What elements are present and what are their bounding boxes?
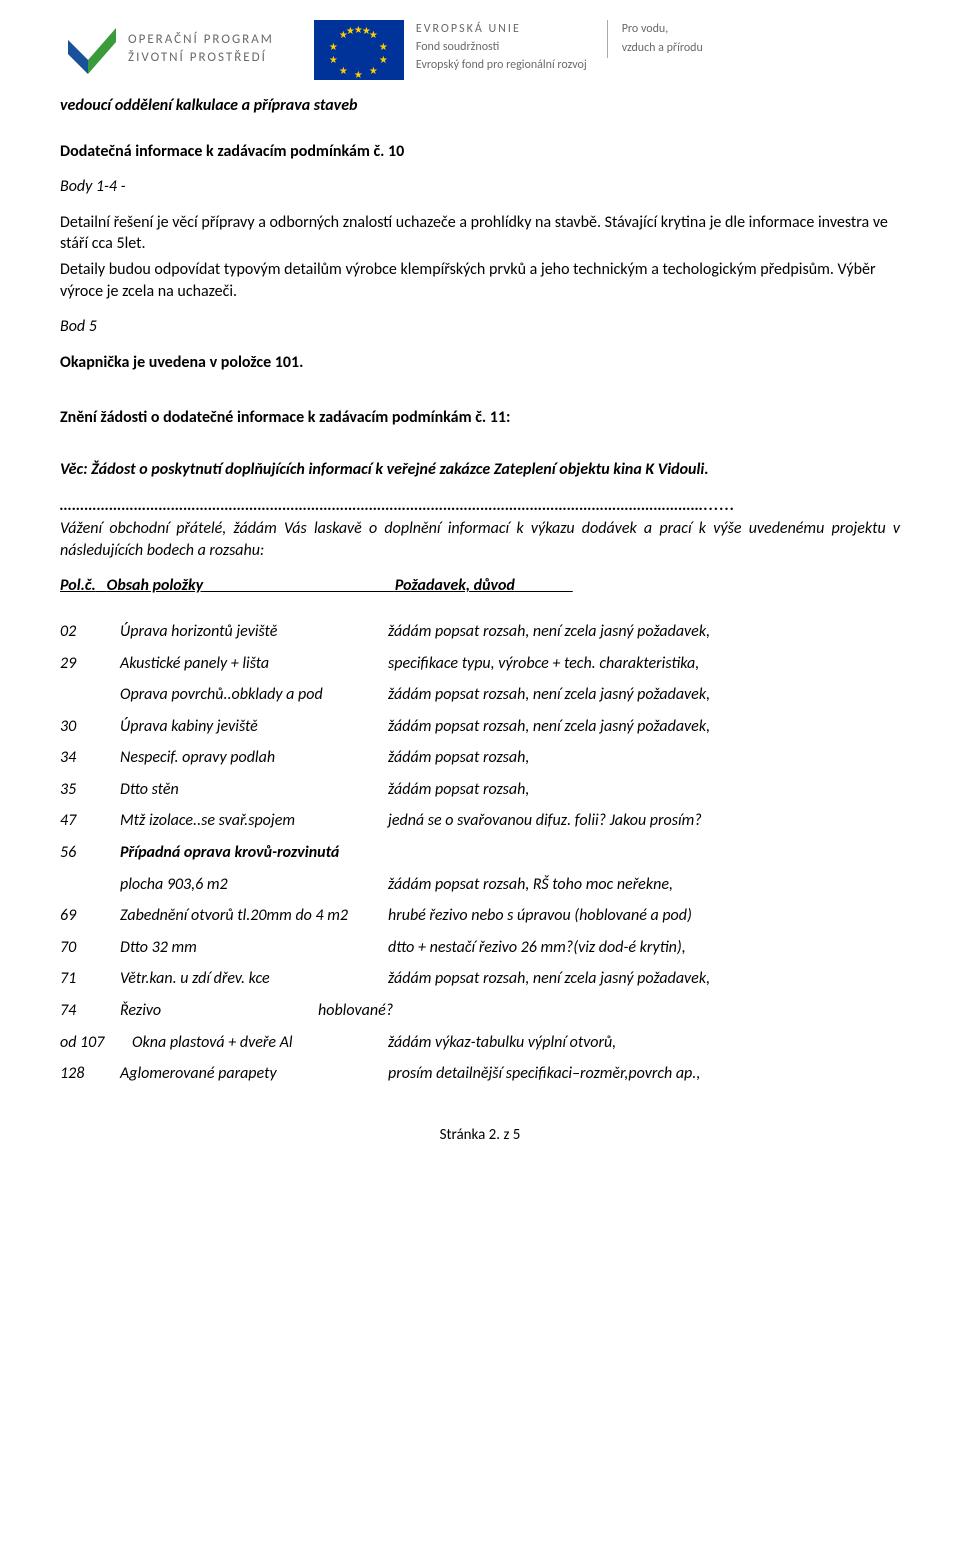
item-requirement: žádám popsat rozsah, není zcela jasný po…: [388, 716, 900, 738]
item-description: plocha 903,6 m2: [60, 874, 388, 896]
item-row: 74Řezivohoblované?: [60, 1000, 900, 1022]
item-requirement: specifikace typu, výrobce + tech. charak…: [388, 653, 900, 675]
item-row: 29Akustické panely + lištaspecifikace ty…: [60, 653, 900, 675]
right-line2: vzduch a přírodu: [622, 39, 703, 58]
item-description: Zabednění otvorů tl.20mm do 4 m2: [120, 905, 388, 927]
bod5-label: Bod 5: [60, 316, 900, 338]
item-requirement: žádám popsat rozsah,: [388, 747, 900, 769]
item-description: Větr.kan. u zdí dřev. kce: [120, 968, 388, 990]
item-number: 47: [60, 810, 120, 832]
col-polc: Pol.č.: [60, 576, 96, 595]
item-description: Úprava kabiny jeviště: [120, 716, 388, 738]
item-description: Nespecif. opravy podlah: [120, 747, 388, 769]
item-description: Aglomerované parapety: [120, 1063, 388, 1085]
item-row: 02Úprava horizontů jevištěžádám popsat r…: [60, 621, 900, 643]
item-row: Oprava povrchů..obklady a podžádám popsa…: [60, 684, 900, 706]
item-requirement: hoblované?: [318, 1000, 900, 1022]
item-description: Oprava povrchů..obklady a pod: [60, 684, 388, 706]
bod5-text: Okapnička je uvedena v položce 101.: [60, 352, 900, 374]
eu-line3: Evropský fond pro regionální rozvoj: [416, 56, 587, 74]
item-row: 70Dtto 32 mmdtto + nestačí řezivo 26 mm?…: [60, 937, 900, 959]
item-row: 30Úprava kabiny jevištěžádám popsat rozs…: [60, 716, 900, 738]
body14-text2: Detaily budou odpovídat typovým detailům…: [60, 259, 900, 302]
item-description: Dtto 32 mm: [120, 937, 388, 959]
zneni-title: Znění žádosti o dodatečné informace k za…: [60, 407, 900, 429]
item-number: 128: [60, 1063, 120, 1085]
eu-text: EVROPSKÁ UNIE Fond soudržnosti Evropský …: [416, 20, 587, 74]
item-description: Případná oprava krovů-rozvinutá: [120, 842, 388, 864]
col-pozadavek: Požadavek, důvod: [395, 576, 515, 595]
item-row: 35Dtto stěnžádám popsat rozsah,: [60, 779, 900, 801]
item-row: 128Aglomerované parapetyprosím detailněj…: [60, 1063, 900, 1085]
item-row: 71Větr.kan. u zdí dřev. kcežádám popsat …: [60, 968, 900, 990]
items-list: 02Úprava horizontů jevištěžádám popsat r…: [60, 621, 900, 1085]
opzp-line1: OPERAČNÍ PROGRAM: [128, 31, 274, 49]
item-row: od 107Okna plastová + dveře Alžádám výka…: [60, 1032, 900, 1054]
item-row: 56Případná oprava krovů-rozvinutá: [60, 842, 900, 864]
item-number: 71: [60, 968, 120, 990]
item-number: 70: [60, 937, 120, 959]
item-description: Akustické panely + lišta: [120, 653, 388, 675]
eu-line2: Fond soudržnosti: [416, 38, 587, 56]
eu-flag-icon: ★ ★ ★ ★ ★ ★ ★ ★ ★ ★ ★ ★: [314, 20, 404, 80]
item-requirement: žádám popsat rozsah, není zcela jasný po…: [388, 684, 900, 706]
item-description: Úprava horizontů jeviště: [120, 621, 388, 643]
item-description: Mtž izolace..se svař.spojem: [120, 810, 388, 832]
header-logos: OPERAČNÍ PROGRAM ŽIVOTNÍ PROSTŘEDÍ ★ ★ ★…: [60, 20, 900, 80]
info-title: Dodatečná informace k zadávacím podmínká…: [60, 141, 900, 163]
item-row: 34Nespecif. opravy podlahžádám popsat ro…: [60, 747, 900, 769]
eu-line1: EVROPSKÁ UNIE: [416, 20, 587, 38]
item-requirement: žádám popsat rozsah, není zcela jasný po…: [388, 968, 900, 990]
opzp-line2: ŽIVOTNÍ PROSTŘEDÍ: [128, 49, 274, 67]
opzp-check-icon: [60, 20, 120, 78]
item-number: od 107: [60, 1032, 132, 1054]
item-number: 74: [60, 1000, 120, 1022]
item-row: 69Zabednění otvorů tl.20mm do 4 m2hrubé …: [60, 905, 900, 927]
opzp-text: OPERAČNÍ PROGRAM ŽIVOTNÍ PROSTŘEDÍ: [128, 31, 274, 67]
body14-label: Body 1-4 -: [60, 176, 900, 198]
document-subtitle: vedoucí oddělení kalkulace a příprava st…: [60, 95, 900, 117]
col-obsah: Obsah položky: [107, 576, 204, 595]
item-row: plocha 903,6 m2žádám popsat rozsah, RŠ t…: [60, 874, 900, 896]
item-number: 02: [60, 621, 120, 643]
page-footer: Stránka 2. z 5: [60, 1125, 900, 1145]
logo-opzp: OPERAČNÍ PROGRAM ŽIVOTNÍ PROSTŘEDÍ: [60, 20, 274, 78]
right-block: Pro vodu, vzduch a přírodu: [607, 20, 703, 58]
item-requirement: žádám popsat rozsah, RŠ toho moc neřekne…: [388, 874, 900, 896]
item-number: 34: [60, 747, 120, 769]
column-header: Pol.č. Obsah položky Požadavek, důvod: [60, 575, 900, 597]
item-requirement: prosím detailnější specifikaci–rozměr,po…: [388, 1063, 900, 1085]
item-requirement: dtto + nestačí řezivo 26 mm?(viz dod-é k…: [388, 937, 900, 959]
item-description: Okna plastová + dveře Al: [132, 1032, 388, 1054]
right-line1: Pro vodu,: [622, 20, 703, 39]
dots-line: ……………………………………………………………………………………………………………: [60, 495, 900, 517]
item-number: 56: [60, 842, 120, 864]
item-number: 69: [60, 905, 120, 927]
item-number: 35: [60, 779, 120, 801]
eu-block: ★ ★ ★ ★ ★ ★ ★ ★ ★ ★ ★ ★ EVROPSKÁ UNIE Fo…: [314, 20, 587, 80]
item-description: Dtto stěn: [120, 779, 388, 801]
body14-text: Detailní řešení je věcí přípravy a odbor…: [60, 212, 900, 255]
item-row: 47Mtž izolace..se svař.spojemjedná se o …: [60, 810, 900, 832]
item-requirement: jedná se o svařovanou difuz. folii? Jako…: [388, 810, 900, 832]
item-requirement: žádám popsat rozsah, není zcela jasný po…: [388, 621, 900, 643]
item-requirement: žádám výkaz-tabulku výplní otvorů,: [388, 1032, 900, 1054]
item-number: 29: [60, 653, 120, 675]
item-requirement: hrubé řezivo nebo s úpravou (hoblované a…: [388, 905, 900, 927]
intro-text: Vážení obchodní přátelé, žádám Vás laska…: [60, 518, 900, 561]
item-number: 30: [60, 716, 120, 738]
item-requirement: žádám popsat rozsah,: [388, 779, 900, 801]
vec-text: Věc: Žádost o poskytnutí doplňujících in…: [60, 459, 900, 481]
